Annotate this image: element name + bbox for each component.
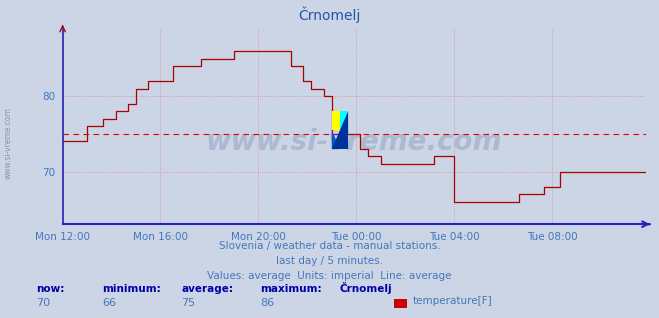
- Text: minimum:: minimum:: [102, 284, 161, 294]
- Text: last day / 5 minutes.: last day / 5 minutes.: [276, 256, 383, 266]
- Polygon shape: [331, 130, 340, 149]
- Text: Črnomelj: Črnomelj: [339, 282, 392, 294]
- Text: 86: 86: [260, 298, 274, 308]
- Text: 75: 75: [181, 298, 195, 308]
- Bar: [331, 111, 340, 130]
- Text: www.si-vreme.com: www.si-vreme.com: [206, 128, 502, 156]
- Bar: [340, 111, 348, 130]
- Text: Slovenia / weather data - manual stations.: Slovenia / weather data - manual station…: [219, 241, 440, 252]
- Text: www.si-vreme.com: www.si-vreme.com: [4, 107, 13, 179]
- Text: Črnomelj: Črnomelj: [299, 6, 360, 23]
- Polygon shape: [331, 111, 348, 149]
- Text: maximum:: maximum:: [260, 284, 322, 294]
- Text: temperature[F]: temperature[F]: [413, 296, 492, 306]
- Text: 70: 70: [36, 298, 50, 308]
- Text: average:: average:: [181, 284, 233, 294]
- Text: now:: now:: [36, 284, 65, 294]
- Text: 66: 66: [102, 298, 116, 308]
- Polygon shape: [340, 111, 348, 149]
- Text: Values: average  Units: imperial  Line: average: Values: average Units: imperial Line: av…: [207, 271, 452, 281]
